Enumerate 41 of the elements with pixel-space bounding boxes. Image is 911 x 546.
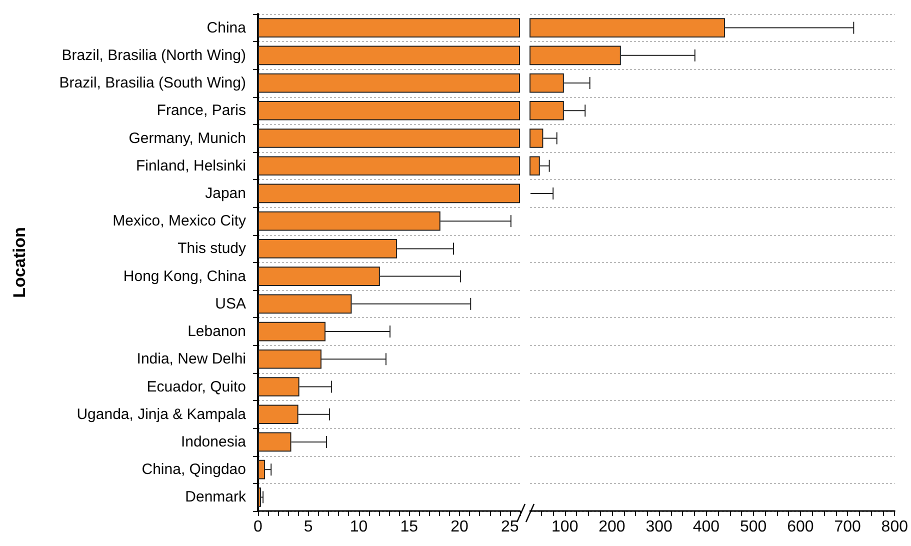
x-tick-label: 500 <box>740 518 767 536</box>
x-tick-label: 5 <box>304 518 313 536</box>
y-tick-label: USA <box>215 295 246 312</box>
y-tick-label: Finland, Helsinki <box>136 157 246 174</box>
y-tick-label: France, Paris <box>156 102 246 120</box>
x-tick-label: 10 <box>350 518 368 536</box>
x-tick-label: 600 <box>787 518 814 536</box>
y-tick-label: China <box>206 19 247 36</box>
y-tick-label: This study <box>178 240 246 258</box>
y-axis-title: Location <box>10 227 29 298</box>
y-tick-label: Lebanon <box>188 323 246 340</box>
x-tick-label: 400 <box>692 518 720 536</box>
x-tick-label: 100 <box>552 518 578 536</box>
x-tick-label: 300 <box>646 518 673 536</box>
bar <box>258 488 262 507</box>
x-tick-label: 25 <box>501 518 519 536</box>
bar <box>258 46 520 66</box>
bar <box>258 128 520 148</box>
y-tick-label: India, New Delhi <box>136 350 246 368</box>
y-tick-label: Denmark <box>185 488 246 506</box>
y-tick-label: China, Qingdao <box>142 461 246 478</box>
x-tick-label: 200 <box>598 518 626 536</box>
bar <box>258 156 520 176</box>
y-tick-label: Ecuador, Quito <box>146 378 246 396</box>
x-tick-label: 15 <box>400 518 418 536</box>
y-tick-label: Uganda, Jinja & Kampala <box>76 406 247 423</box>
bar <box>258 18 520 38</box>
bar <box>258 100 520 120</box>
y-tick-label: Indonesia <box>180 433 247 450</box>
y-tick-label: Japan <box>205 184 246 202</box>
y-tick-label: Hong Kong, China <box>123 268 247 285</box>
x-tick-label: 20 <box>450 518 469 536</box>
y-tick-label: Brazil, Brasilia (North Wing) <box>62 46 246 64</box>
y-tick-label: Mexico, Mexico City <box>112 212 246 230</box>
x-tick-label: 0 <box>254 518 263 536</box>
x-tick-label: 800 <box>881 518 908 536</box>
y-tick-label: Germany, Munich <box>128 130 246 147</box>
bar <box>258 73 520 93</box>
x-tick-label: 700 <box>834 518 861 536</box>
y-tick-label: Brazil, Brasilia (South Wing) <box>59 74 246 92</box>
bar <box>258 184 520 204</box>
